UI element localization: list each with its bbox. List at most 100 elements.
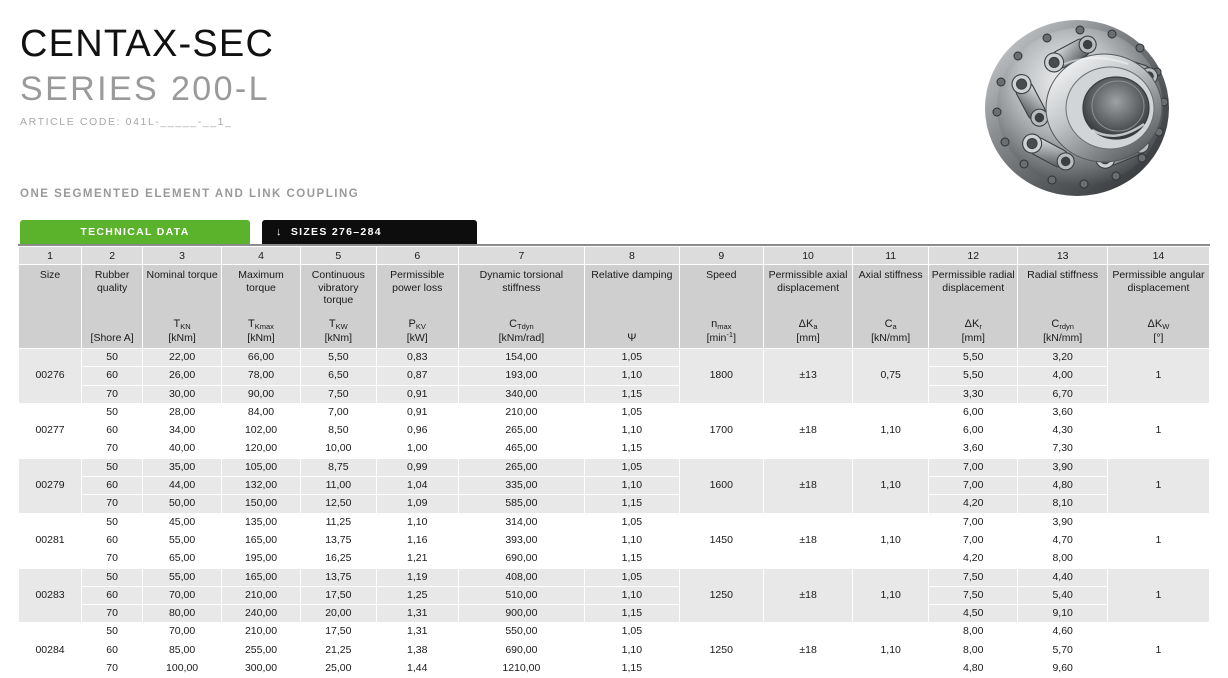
relative-damping-cell: 1,15 [584, 384, 680, 404]
radial-stiffness-cell: 3,90 [1017, 512, 1108, 532]
radial-displacement-cell: 5,50 [928, 366, 1019, 386]
table-row: 70 100,00 300,00 25,00 1,44 1210,00 1,15 4,80 9,… [19, 659, 1210, 678]
vibratory-torque-cell: 8,75 [299, 457, 377, 478]
column-number: 4 [221, 246, 301, 265]
rubber-quality-cell: 50 [81, 512, 144, 532]
torsional-stiffness-cell: 585,00 [457, 494, 586, 514]
size-cell: 00281 [17, 512, 83, 569]
nominal-torque-cell: 28,00 [142, 402, 223, 423]
angular-displacement-cell: 1 [1106, 402, 1211, 459]
table-row: 70 30,00 90,00 7,50 0,91 340,00 1,15 3,30 6,70 [19, 384, 1210, 404]
relative-damping-cell: 1,10 [584, 366, 680, 386]
radial-stiffness-cell: 8,00 [1017, 549, 1108, 569]
angular-displacement-cell: 1 [1106, 348, 1211, 404]
nominal-torque-cell: 65,00 [142, 549, 223, 569]
rubber-quality-cell: 50 [81, 622, 144, 642]
table-row: 60 44,00 132,00 11,00 1,04 335,00 1,10 7,00 4,80 [19, 476, 1210, 496]
column-number: 8 [584, 246, 680, 265]
radial-displacement-cell: 7,00 [928, 476, 1019, 496]
column-number: 2 [81, 246, 144, 265]
table-row: 00276 50 22,00 66,00 5,50 0,83 154,00 1,05 1800 ±… [17, 347, 1211, 404]
relative-damping-cell: 1,05 [584, 457, 680, 478]
axial-displacement-cell: ±18 [762, 512, 854, 569]
table-row: 60 26,00 78,00 6,50 0,87 193,00 1,10 5,50 4,00 [19, 366, 1210, 386]
maximum-torque-cell: 240,00 [221, 604, 301, 624]
column-header-name: Radial stiffness [1027, 269, 1099, 281]
table-row: 60 70,00 210,00 17,50 1,25 510,00 1,10 7,50 5,40 [19, 585, 1210, 606]
nominal-torque-cell: 44,00 [142, 476, 223, 496]
radial-stiffness-cell: 3,90 [1017, 457, 1108, 478]
table-row: 00281 50 45,00 135,00 11,25 1,10 314,00 1,05 145… [17, 512, 1211, 569]
radial-displacement-cell: 3,30 [928, 384, 1019, 404]
column-number: 12 [928, 246, 1019, 265]
title-block: CENTAX-SEC SERIES 200-L ARTICLE CODE: 04… [20, 22, 274, 128]
column-header: Continuous vibratory torque TKW [kNm] [299, 264, 377, 349]
rubber-quality-cell: 70 [81, 549, 144, 569]
size-cell: 00283 [17, 567, 83, 624]
column-number: 3 [142, 246, 223, 265]
rubber-quality-cell: 60 [81, 366, 144, 386]
radial-displacement-cell: 7,50 [928, 585, 1019, 606]
table-row: 00277 50 28,00 84,00 7,00 0,91 210,00 1,05 1700 ±… [17, 402, 1211, 459]
technical-data-table: 1 2 3 4 5 6 7 8 9 10 11 12 13 14 Size Rubber quality [Sh… [17, 246, 1211, 678]
radial-stiffness-cell: 6,70 [1017, 384, 1108, 404]
vibratory-torque-cell: 16,25 [299, 549, 377, 569]
power-loss-cell: 1,25 [375, 585, 459, 606]
column-number: 6 [375, 246, 459, 265]
tab-sizes[interactable]: ↓ SIZES 276–284 [262, 220, 477, 244]
section-label: ONE SEGMENTED ELEMENT AND LINK COUPLING [20, 188, 360, 200]
table-top-rule [18, 244, 1210, 246]
relative-damping-cell: 1,05 [584, 347, 680, 368]
tab-bar[interactable]: TECHNICAL DATA ↓ SIZES 276–284 [20, 220, 477, 244]
maximum-torque-cell: 210,00 [221, 622, 301, 642]
column-header-symbol: ΔKW [1147, 318, 1170, 331]
power-loss-cell: 0,83 [375, 347, 459, 368]
nominal-torque-cell: 30,00 [142, 384, 223, 404]
radial-stiffness-cell: 4,30 [1017, 421, 1108, 441]
torsional-stiffness-cell: 900,00 [457, 604, 586, 624]
power-loss-cell: 1,31 [375, 622, 459, 642]
power-loss-cell: 1,21 [375, 549, 459, 569]
vibratory-torque-cell: 7,00 [299, 402, 377, 423]
relative-damping-cell: 1,10 [584, 585, 680, 606]
rubber-quality-cell: 50 [81, 402, 144, 423]
tab-technical-data[interactable]: TECHNICAL DATA [20, 220, 250, 244]
size-cell: 00279 [17, 457, 83, 514]
power-loss-cell: 1,00 [375, 439, 459, 459]
radial-displacement-cell: 4,50 [928, 604, 1019, 624]
column-header-symbol: Ca [884, 318, 897, 331]
column-header-unit: [kN/mm] [1043, 332, 1083, 344]
article-code: ARTICLE CODE: 041L-_____-__1_ [20, 116, 233, 128]
axial-stiffness-cell: 1,10 [852, 567, 930, 624]
column-header-unit: [°] [1153, 332, 1164, 344]
axial-stiffness-cell: 1,10 [852, 402, 930, 459]
axial-displacement-cell: ±18 [762, 457, 854, 514]
table-row: 70 50,00 150,00 12,50 1,09 585,00 1,15 4,20 8,10 [19, 494, 1210, 514]
torsional-stiffness-cell: 510,00 [457, 585, 586, 606]
axial-displacement-cell: ±18 [762, 567, 854, 624]
angular-displacement-cell: 1 [1106, 567, 1211, 624]
radial-stiffness-cell: 3,60 [1017, 402, 1108, 423]
column-header-name: Nominal torque [146, 269, 218, 281]
radial-stiffness-cell: 4,70 [1017, 530, 1108, 551]
radial-displacement-cell: 7,00 [928, 457, 1019, 478]
relative-damping-cell: 1,10 [584, 421, 680, 441]
nominal-torque-cell: 55,00 [142, 567, 223, 587]
axial-stiffness-cell: 1,10 [852, 457, 930, 514]
angular-displacement-cell: 1 [1106, 622, 1211, 678]
vibratory-torque-cell: 20,00 [299, 604, 377, 624]
torsional-stiffness-cell: 210,00 [457, 402, 586, 423]
coupling-product-image [952, 12, 1214, 202]
radial-displacement-cell: 4,20 [928, 494, 1019, 514]
rubber-quality-cell: 70 [81, 384, 144, 404]
power-loss-cell: 1,10 [375, 512, 459, 532]
nominal-torque-cell: 35,00 [142, 457, 223, 478]
power-loss-cell: 1,38 [375, 640, 459, 661]
torsional-stiffness-cell: 465,00 [457, 439, 586, 459]
nominal-torque-cell: 26,00 [142, 366, 223, 386]
vibratory-torque-cell: 8,50 [299, 421, 377, 441]
column-header-unit: [mm] [796, 332, 820, 344]
download-arrow-icon: ↓ [276, 226, 283, 238]
rubber-quality-cell: 50 [81, 347, 144, 368]
maximum-torque-cell: 105,00 [221, 457, 301, 478]
